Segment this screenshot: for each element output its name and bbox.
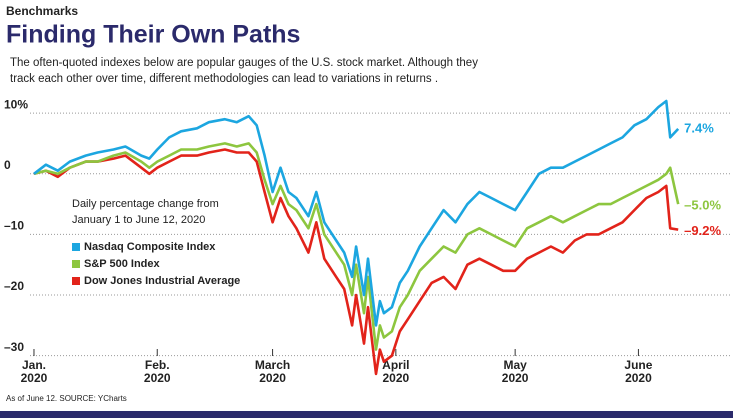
value-label: –5.0% <box>684 198 721 213</box>
y-tick-label: 10% <box>4 97 28 111</box>
x-tick-label: Feb. 2020 <box>144 358 171 385</box>
footer: As of June 12. SOURCE: YCharts <box>6 394 127 403</box>
value-label: 7.4% <box>684 120 714 135</box>
y-tick-label: 0 <box>4 158 11 172</box>
y-tick-label: –10 <box>4 219 24 233</box>
x-tick-label: Jan. 2020 <box>21 358 48 385</box>
annotation: Daily percentage change from <box>72 198 219 210</box>
kicker: Benchmarks <box>6 4 78 18</box>
x-tick-label: May 2020 <box>502 358 529 385</box>
legend-swatch <box>72 277 80 285</box>
legend-label: Nasdaq Composite Index <box>84 241 216 253</box>
series-line <box>33 99 680 327</box>
x-tick-label: June 2020 <box>624 358 652 385</box>
series-line <box>33 148 679 376</box>
subtitle: The often-quoted indexes below are popul… <box>10 57 478 69</box>
legend-swatch <box>72 243 80 251</box>
annotation: January 1 to June 12, 2020 <box>72 214 205 226</box>
legend-swatch <box>72 260 80 268</box>
y-tick-label: –20 <box>4 279 24 293</box>
subtitle: track each other over time, different me… <box>10 73 438 85</box>
title: Finding Their Own Paths <box>6 21 300 49</box>
y-tick-label: –30 <box>4 340 24 354</box>
x-tick-label: March 2020 <box>255 358 290 385</box>
x-tick-label: April 2020 <box>382 358 409 385</box>
legend-label: Dow Jones Industrial Average <box>84 275 240 287</box>
bottom-bar <box>0 411 733 418</box>
legend-label: S&P 500 Index <box>84 258 160 270</box>
series-line <box>33 142 680 351</box>
value-label: –9.2% <box>684 223 721 238</box>
